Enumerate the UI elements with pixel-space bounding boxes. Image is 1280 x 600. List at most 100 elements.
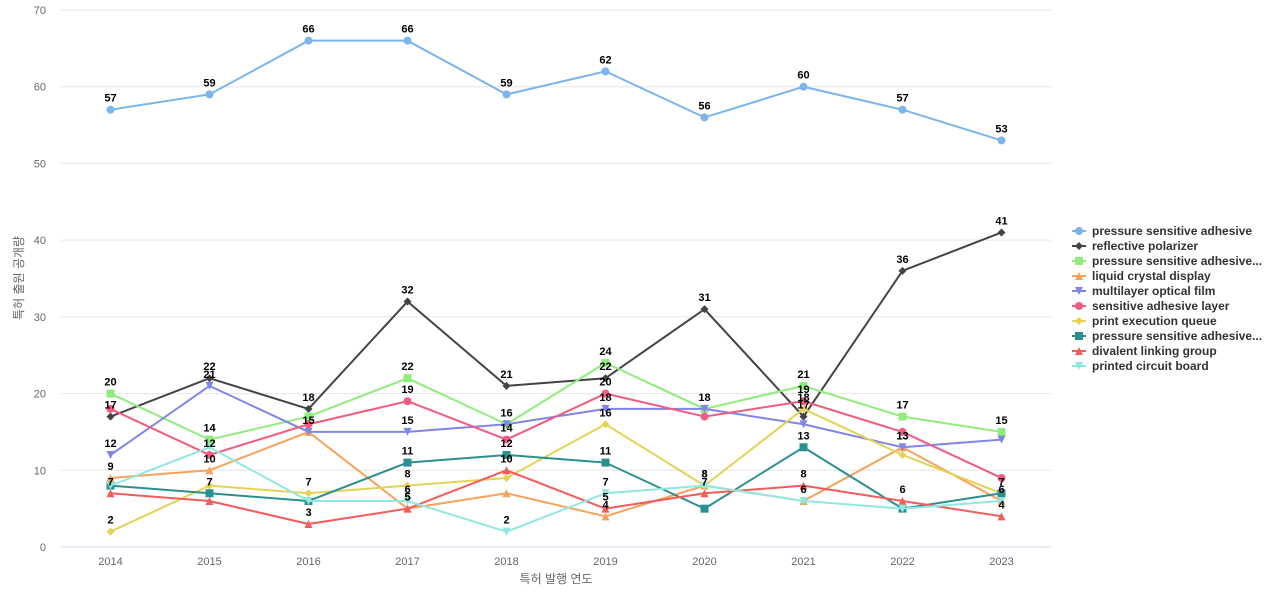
legend-label: sensitive adhesive layer xyxy=(1092,299,1230,313)
data-point xyxy=(304,427,313,436)
data-point xyxy=(502,90,511,99)
data-label: 66 xyxy=(302,24,314,36)
data-label: 7 xyxy=(107,476,113,488)
data-label: 18 xyxy=(599,392,611,404)
data-label: 2 xyxy=(107,515,113,527)
legend-label: pressure sensitive adhesive... xyxy=(1092,254,1262,268)
legend-item[interactable]: pressure sensitive adhesive... xyxy=(1072,254,1262,268)
data-point xyxy=(106,412,115,421)
data-label: 9 xyxy=(107,461,113,473)
data-label: 8 xyxy=(404,469,410,481)
data-label: 10 xyxy=(500,453,512,465)
data-point xyxy=(205,381,214,390)
data-point xyxy=(898,504,907,513)
data-point xyxy=(106,105,115,114)
data-point xyxy=(601,458,610,467)
legend-symbol xyxy=(1075,227,1083,235)
data-label: 6 xyxy=(899,484,905,496)
legend-item[interactable]: pressure sensitive adhesive xyxy=(1072,224,1252,238)
legend-item[interactable]: reflective polarizer xyxy=(1072,239,1198,253)
data-point xyxy=(403,427,412,436)
data-point xyxy=(106,527,115,536)
data-point xyxy=(898,412,907,421)
x-tick-label: 2023 xyxy=(989,556,1013,568)
data-point xyxy=(898,450,907,459)
data-point xyxy=(106,404,115,413)
data-point xyxy=(403,481,412,490)
data-point xyxy=(205,443,214,452)
data-point xyxy=(502,489,511,498)
data-label: 15 xyxy=(995,415,1007,427)
data-label: 5 xyxy=(602,492,608,504)
data-point xyxy=(997,228,1006,237)
data-point xyxy=(106,473,115,482)
legend-item[interactable]: liquid crystal display xyxy=(1072,269,1211,283)
y-tick-label: 10 xyxy=(34,465,46,477)
data-point xyxy=(799,481,808,490)
data-point xyxy=(205,466,214,475)
legend-label: pressure sensitive adhesive xyxy=(1092,224,1252,238)
series-line xyxy=(110,407,1002,533)
data-point xyxy=(205,489,214,498)
legend-item[interactable]: pressure sensitive adhesive... xyxy=(1072,329,1262,343)
legend-item[interactable]: sensitive adhesive layer xyxy=(1072,299,1230,313)
data-point xyxy=(205,450,214,459)
legend-symbol xyxy=(1075,362,1083,370)
y-tick-label: 0 xyxy=(40,542,46,554)
data-label: 6 xyxy=(404,484,410,496)
data-label: 20 xyxy=(104,377,116,389)
data-label: 31 xyxy=(698,292,710,304)
data-label: 62 xyxy=(599,54,611,66)
data-label: 7 xyxy=(701,476,707,488)
x-tick-label: 2015 xyxy=(197,556,221,568)
data-label: 11 xyxy=(402,446,414,458)
data-point xyxy=(898,105,907,114)
data-point xyxy=(403,504,412,513)
y-tick-label: 50 xyxy=(34,158,46,170)
data-point xyxy=(502,527,511,536)
legend-symbol xyxy=(1075,332,1083,340)
data-label: 59 xyxy=(203,77,215,89)
series-9 xyxy=(106,443,1006,536)
data-point xyxy=(205,481,214,490)
data-point xyxy=(601,489,610,498)
legend-item[interactable]: printed circuit board xyxy=(1072,359,1209,373)
data-point xyxy=(799,397,808,406)
data-point xyxy=(106,481,115,490)
legend-item[interactable]: print execution queue xyxy=(1072,314,1217,328)
data-label: 8 xyxy=(701,469,707,481)
data-label: 57 xyxy=(896,93,908,105)
legend-symbol xyxy=(1075,302,1083,310)
data-label: 53 xyxy=(995,123,1007,135)
data-point xyxy=(700,481,709,490)
data-point xyxy=(403,458,412,467)
data-point xyxy=(601,389,610,398)
legend-label: divalent linking group xyxy=(1092,344,1217,358)
data-point xyxy=(601,504,610,513)
legend-item[interactable]: divalent linking group xyxy=(1072,344,1217,358)
data-label: 59 xyxy=(500,77,512,89)
series-line xyxy=(110,446,1002,533)
data-point xyxy=(205,90,214,99)
data-label: 7 xyxy=(305,476,311,488)
x-tick-label: 2022 xyxy=(890,556,914,568)
data-label: 5 xyxy=(404,492,410,504)
x-tick-label: 2014 xyxy=(98,556,122,568)
series-1 xyxy=(106,228,1006,421)
series-line xyxy=(110,231,1002,418)
data-label: 10 xyxy=(203,453,215,465)
data-point xyxy=(997,473,1006,482)
data-label: 8 xyxy=(800,469,806,481)
data-point xyxy=(304,36,313,45)
data-label: 15 xyxy=(302,415,314,427)
data-label: 19 xyxy=(401,384,413,396)
data-label: 41 xyxy=(995,215,1007,227)
data-point xyxy=(997,496,1006,505)
x-tick-label: 2016 xyxy=(296,556,320,568)
data-point xyxy=(898,443,907,452)
legend-item[interactable]: multilayer optical film xyxy=(1072,284,1215,298)
data-point xyxy=(799,443,808,452)
data-label: 16 xyxy=(599,407,611,419)
